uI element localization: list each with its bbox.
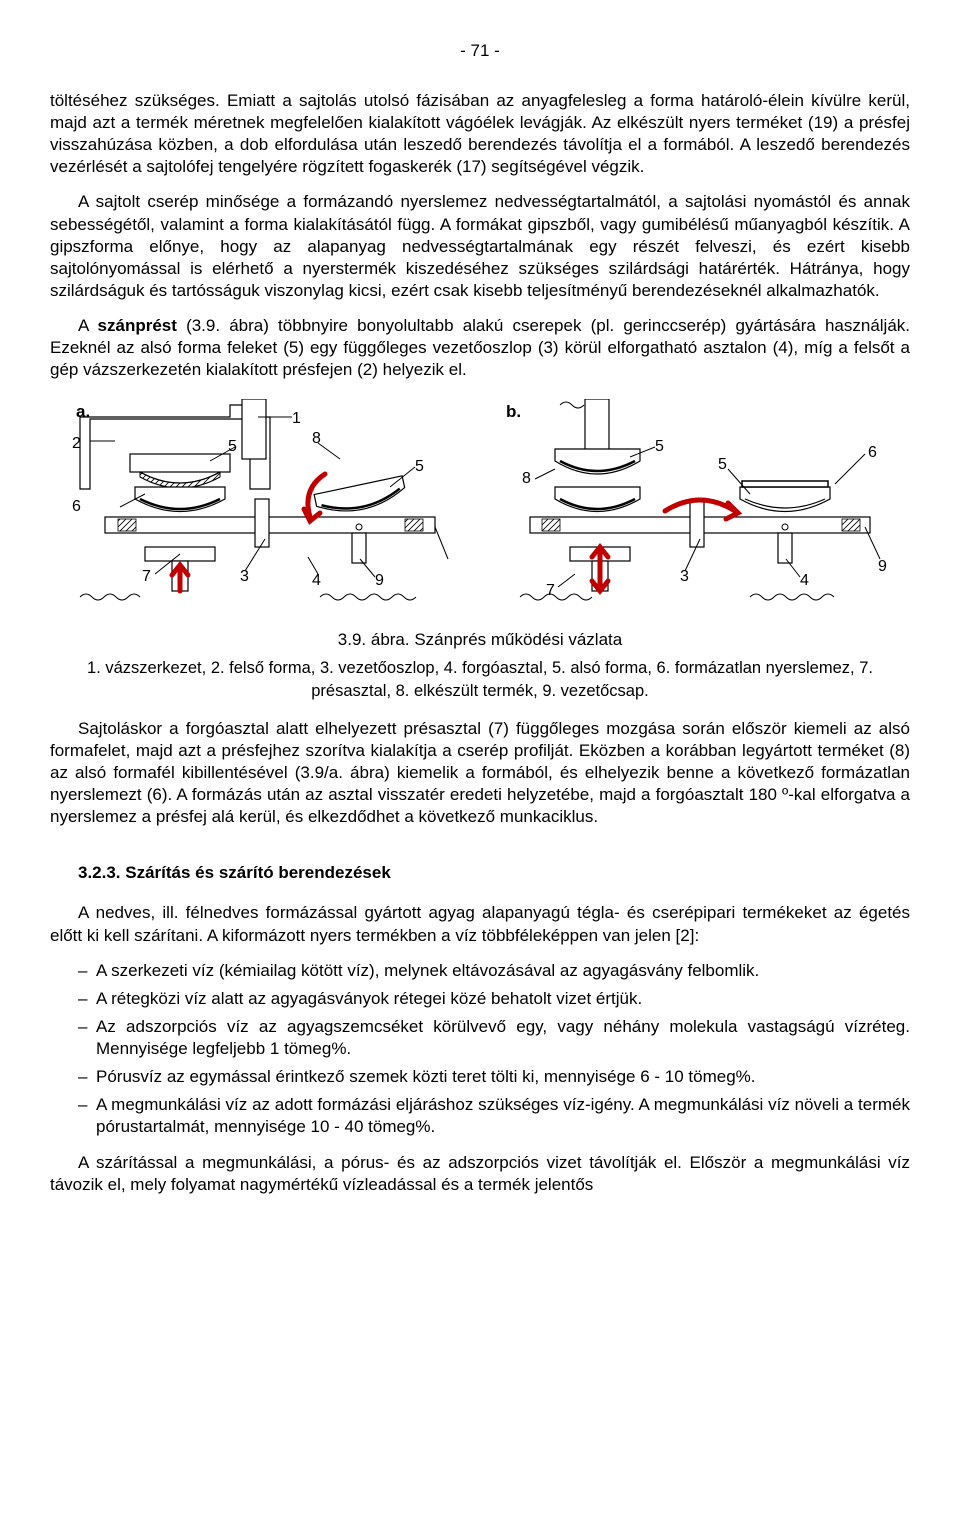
- panel-b-svg: [500, 399, 900, 619]
- label-b-3: 3: [680, 567, 689, 588]
- figure-3-9: a.: [50, 399, 910, 619]
- water-type-list: A szerkezeti víz (kémiailag kötött víz),…: [50, 960, 910, 1139]
- list-item: A rétegközi víz alatt az agyagásványok r…: [78, 988, 910, 1010]
- panel-a-label: a.: [76, 401, 90, 423]
- label-a-9: 9: [375, 571, 384, 592]
- label-a-7: 7: [142, 567, 151, 588]
- panel-b-label: b.: [506, 401, 521, 423]
- label-b-8: 8: [522, 469, 531, 490]
- paragraph-5: A nedves, ill. félnedves formázással gyá…: [50, 902, 910, 946]
- label-b-7: 7: [546, 581, 555, 602]
- label-a-3: 3: [240, 567, 249, 588]
- label-a-4: 4: [312, 571, 321, 592]
- para3-post: (3.9. ábra) többnyire bonyolultabb alakú…: [50, 316, 910, 379]
- label-a-2: 2: [72, 434, 81, 455]
- paragraph-4: Sajtoláskor a forgóasztal alatt elhelyez…: [50, 718, 910, 828]
- page-number: - 71 -: [50, 40, 910, 62]
- paragraph-3: A szánprést (3.9. ábra) többnyire bonyol…: [50, 315, 910, 381]
- label-b-5b: 5: [718, 455, 727, 476]
- label-a-5b: 5: [415, 457, 424, 478]
- para3-pre: A: [78, 316, 98, 335]
- list-item: Az adszorpciós víz az agyagszemcséket kö…: [78, 1016, 910, 1060]
- label-b-6: 6: [868, 443, 877, 464]
- section-heading: 3.2.3. Szárítás és szárító berendezések: [50, 862, 910, 884]
- figure-panel-a: a.: [60, 399, 460, 619]
- label-b-4: 4: [800, 571, 809, 592]
- figure-caption: 3.9. ábra. Szánprés működési vázlata: [50, 629, 910, 651]
- figure-panel-b: b.: [500, 399, 900, 619]
- paragraph-2: A sajtolt cserép minősége a formázandó n…: [50, 191, 910, 301]
- paragraph-6: A szárítással a megmunkálási, a pórus- é…: [50, 1152, 910, 1196]
- para3-bold: szánprést: [98, 316, 177, 335]
- figure-legend: 1. vázszerkezet, 2. felső forma, 3. veze…: [50, 657, 910, 702]
- list-item: Pórusvíz az egymással érintkező szemek k…: [78, 1066, 910, 1088]
- paragraph-1: töltéséhez szükséges. Emiatt a sajtolás …: [50, 90, 910, 178]
- panel-a-svg: [60, 399, 460, 619]
- list-item: A megmunkálási víz az adott formázási el…: [78, 1094, 910, 1138]
- list-item: A szerkezeti víz (kémiailag kötött víz),…: [78, 960, 910, 982]
- label-a-6: 6: [72, 497, 81, 518]
- label-a-5a: 5: [228, 437, 237, 458]
- label-a-1: 1: [292, 409, 301, 430]
- label-a-8: 8: [312, 429, 321, 450]
- label-b-5a: 5: [655, 437, 664, 458]
- label-b-9: 9: [878, 557, 887, 578]
